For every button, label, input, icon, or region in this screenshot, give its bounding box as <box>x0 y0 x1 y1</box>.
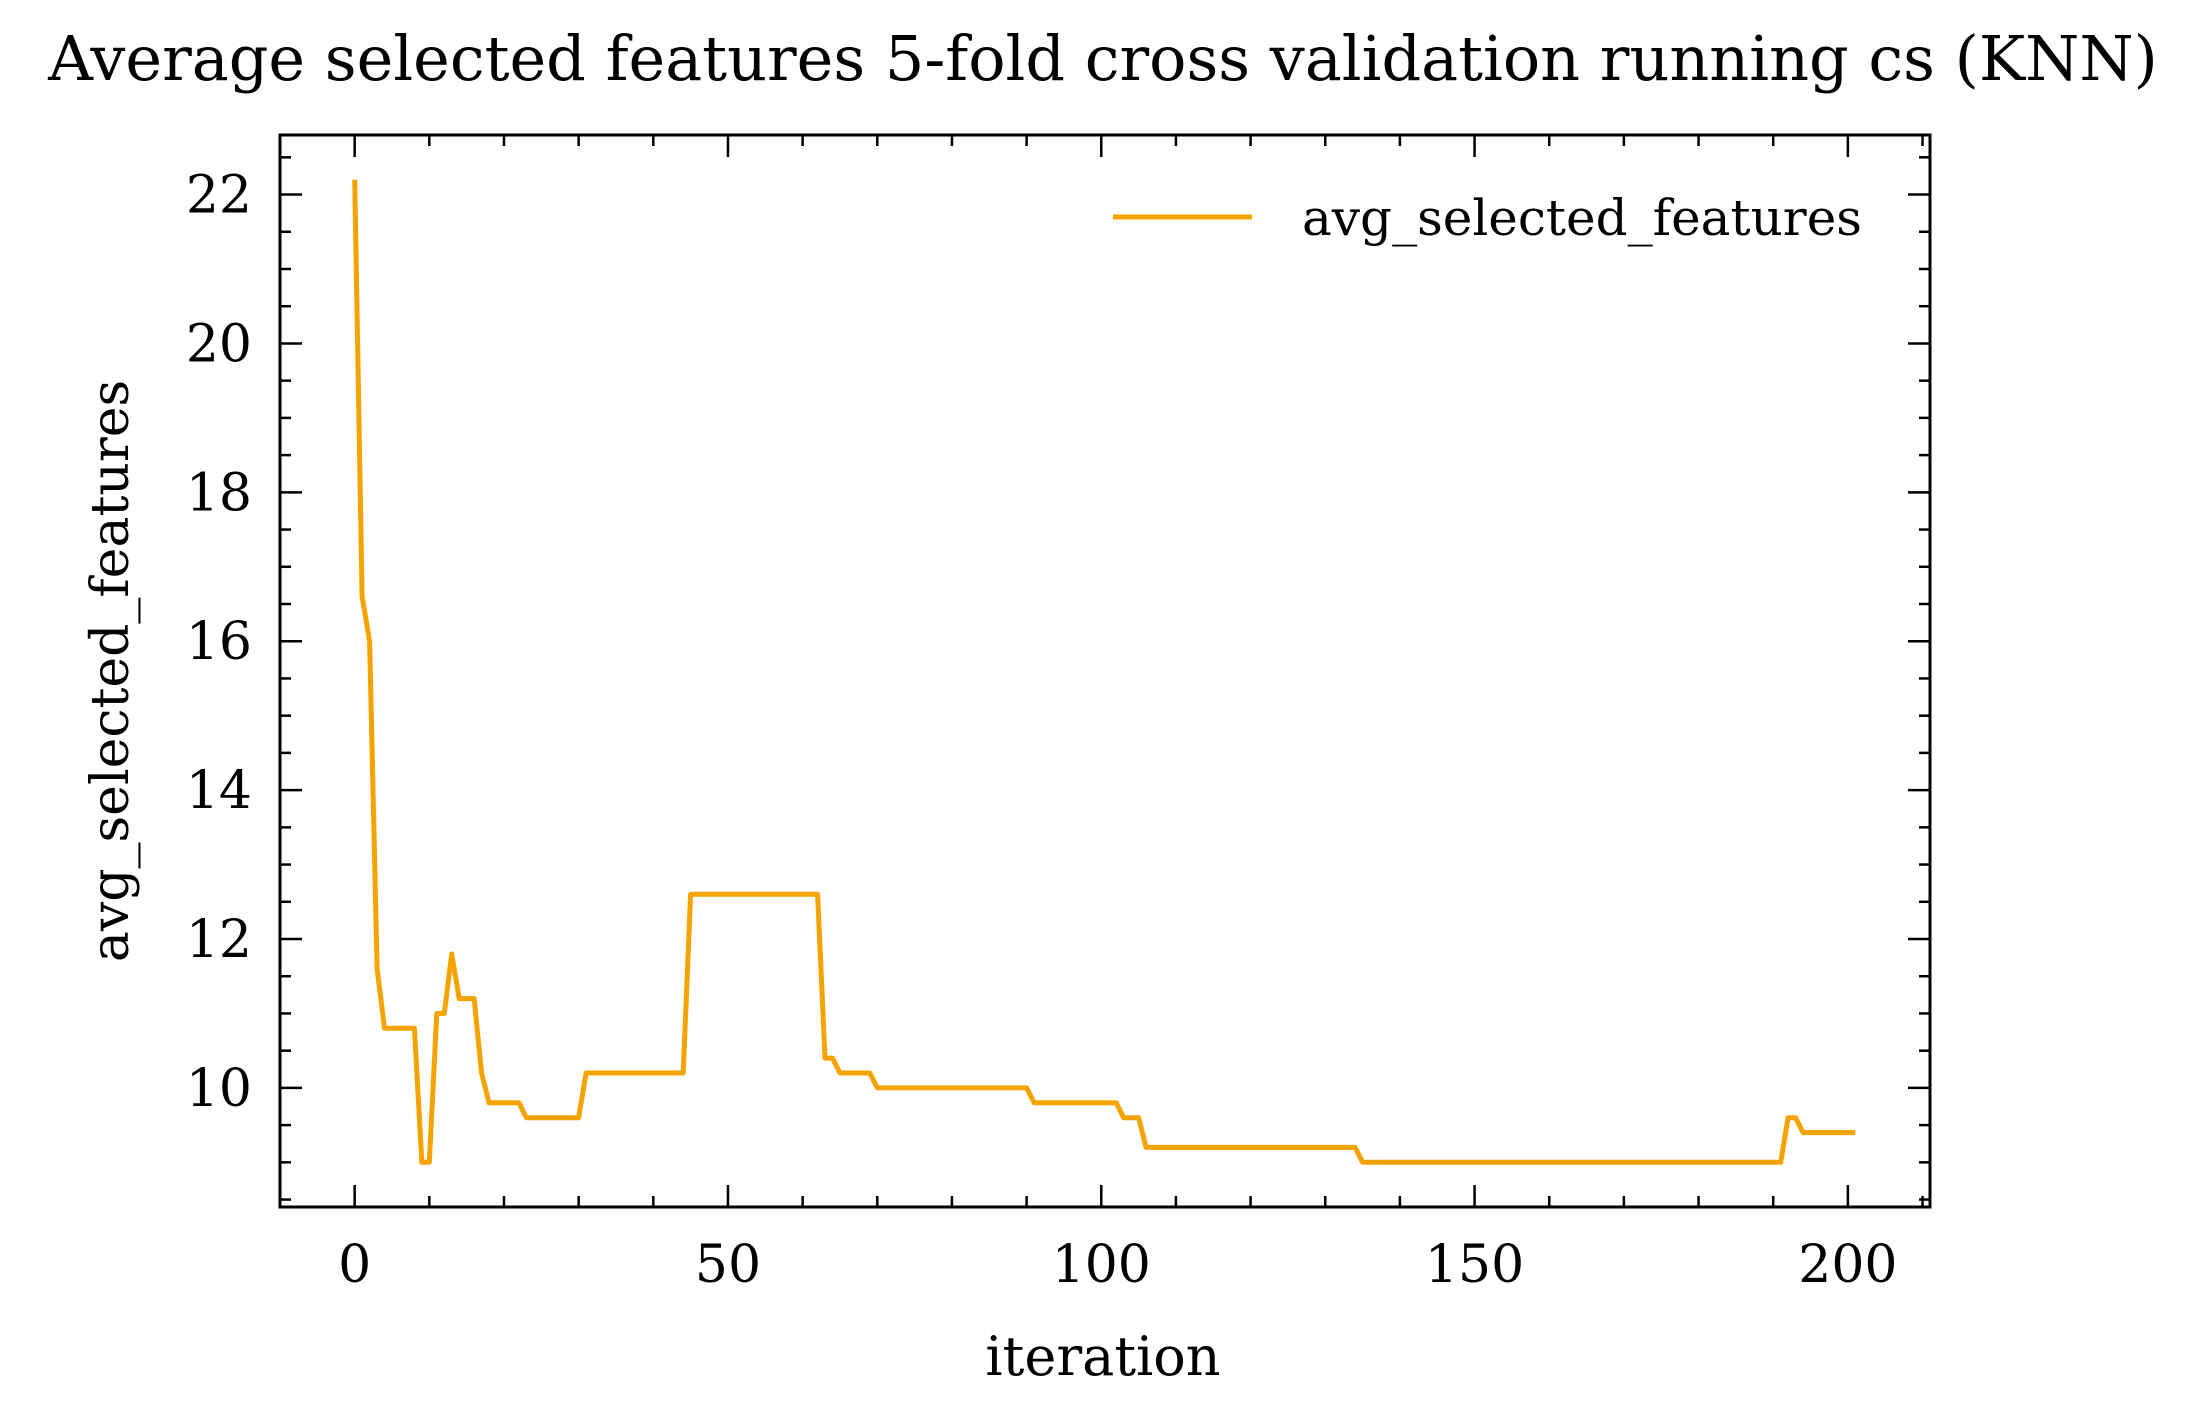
plot-frame <box>278 133 1932 1209</box>
major-ticks <box>280 135 1930 1207</box>
x-axis-label: iteration <box>985 1325 1220 1388</box>
x-tick-label: 200 <box>1798 1235 1897 1295</box>
y-tick-label: 18 <box>186 463 252 523</box>
y-tick-label: 16 <box>186 612 252 672</box>
legend: avg_selected_features <box>1113 189 1862 247</box>
legend-label-avg-selected-features: avg_selected_features <box>1302 189 1862 247</box>
minor-ticks <box>278 135 1930 1207</box>
chart-title: Average selected features 5-fold cross v… <box>47 22 2158 95</box>
x-tick-label: 0 <box>338 1235 371 1295</box>
x-tick-label: 150 <box>1425 1235 1524 1295</box>
tick-labels: 0 50 100 150 200 10 12 14 16 18 20 22 <box>186 166 1898 1295</box>
y-tick-label: 20 <box>186 314 252 374</box>
x-tick-label: 100 <box>1052 1235 1151 1295</box>
y-tick-label: 22 <box>186 166 252 226</box>
series-layer <box>352 179 1856 1165</box>
series-line-avg-selected-features <box>352 179 1856 1165</box>
y-tick-label: 12 <box>186 910 252 970</box>
y-axis-label: avg_selected_features <box>81 380 141 962</box>
y-tick-label: 10 <box>186 1059 252 1119</box>
x-tick-label: 50 <box>695 1235 761 1295</box>
y-tick-label: 14 <box>186 761 252 821</box>
